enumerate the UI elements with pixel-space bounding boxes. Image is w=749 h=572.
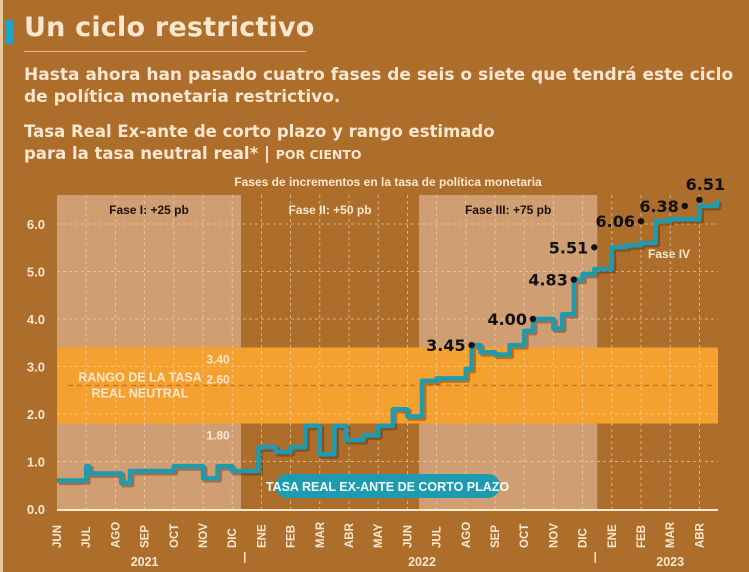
neutral-upper-label: 3.40 xyxy=(206,353,230,367)
y-tick-label: 1.0 xyxy=(27,455,45,470)
y-tick-label: 5.0 xyxy=(27,265,45,280)
annotation-dot xyxy=(681,202,688,210)
y-tick-label: 4.0 xyxy=(27,312,45,327)
x-month-label: JUL xyxy=(432,526,444,548)
page-title: Un ciclo restrictivo xyxy=(24,12,315,43)
x-month-label: NOV xyxy=(198,523,210,548)
x-month-label: JUN xyxy=(52,525,64,548)
neutral-lower-label: 1.80 xyxy=(206,429,230,443)
x-month-label: OCT xyxy=(519,524,531,548)
x-year-label: 2022 xyxy=(408,555,436,569)
chart-title-line2: para la tasa neutral real* | POR CIENTO xyxy=(24,143,624,166)
neutral-range-label-line1: RANGO DE LA TASA xyxy=(78,371,202,385)
title-underline xyxy=(24,51,306,52)
y-tick-label: 2.0 xyxy=(27,407,45,422)
annotation-label: 6.06 xyxy=(596,212,635,231)
annotation-label: 6.38 xyxy=(639,197,678,216)
chart-title: Tasa Real Ex-ante de corto plazo y rango… xyxy=(24,121,624,166)
annotation-dot xyxy=(570,276,578,283)
annotation-dot xyxy=(637,217,645,225)
series-legend-label: TASA REAL EX-ANTE DE CORTO PLAZO xyxy=(266,480,510,494)
annotation-label: 6.51 xyxy=(686,175,725,194)
x-month-label: OCT xyxy=(169,524,181,548)
y-tick-label: 3.0 xyxy=(27,360,45,375)
x-month-label: FEB xyxy=(636,525,648,548)
phase-label-2: Fase II: +50 pb xyxy=(288,203,371,217)
annotation-label: 4.83 xyxy=(528,271,567,290)
annotation-label: 3.45 xyxy=(426,336,465,355)
annotation-dot xyxy=(591,244,598,251)
title-accent-marker xyxy=(5,20,13,44)
phases-caption: Fases de incrementos en la tasa de polít… xyxy=(234,175,542,189)
x-year-label: 2023 xyxy=(656,555,684,569)
x-month-label: MAR xyxy=(315,521,327,548)
x-month-label: JUL xyxy=(81,526,93,548)
x-month-label: AGO xyxy=(110,522,122,548)
x-month-label: SEP xyxy=(140,525,152,548)
annotation-label: 4.00 xyxy=(487,310,526,329)
x-month-label: DIC xyxy=(227,528,239,548)
annotation-label: 5.51 xyxy=(549,238,588,257)
annotation-dot xyxy=(529,315,537,323)
x-month-label: ABR xyxy=(344,522,356,548)
annotation-dot xyxy=(696,196,703,203)
phase-label-4: Fase IV xyxy=(648,247,690,261)
neutral-mid-label: 2.60 xyxy=(206,373,230,387)
x-month-label: JUN xyxy=(402,525,414,548)
x-month-label: NOV xyxy=(548,523,560,548)
neutral-range-label-line2: REAL NEUTRAL xyxy=(92,387,189,401)
x-month-label: ENE xyxy=(256,524,268,548)
chart-title-line1: Tasa Real Ex-ante de corto plazo y rango… xyxy=(24,122,495,141)
x-month-label: SEP xyxy=(490,525,502,548)
x-month-label: MAR xyxy=(665,521,677,548)
x-month-label: MAY xyxy=(373,523,385,548)
series-legend-pill xyxy=(275,474,500,498)
chart-unit-label: POR CIENTO xyxy=(275,147,362,162)
phase-label-3: Fase III: +75 pb xyxy=(465,203,551,217)
subtitle: Hasta ahora han pasado cuatro fases de s… xyxy=(24,65,734,107)
y-tick-label: 0.0 xyxy=(27,502,45,517)
phase-label-1: Fase I: +25 pb xyxy=(109,203,189,217)
x-month-label: ENE xyxy=(607,524,619,548)
x-month-label: AGO xyxy=(461,522,473,548)
series-line-tasa-real xyxy=(57,199,720,486)
x-month-label: DIC xyxy=(578,528,590,548)
x-month-label: ABR xyxy=(694,522,706,548)
annotation-dot xyxy=(468,341,475,349)
x-year-label: 2021 xyxy=(131,555,159,569)
chart-title-line2-text: para la tasa neutral real* | xyxy=(24,144,276,163)
left-border-rule xyxy=(0,0,3,572)
y-tick-label: 6.0 xyxy=(27,217,45,232)
x-month-label: FEB xyxy=(286,525,298,548)
